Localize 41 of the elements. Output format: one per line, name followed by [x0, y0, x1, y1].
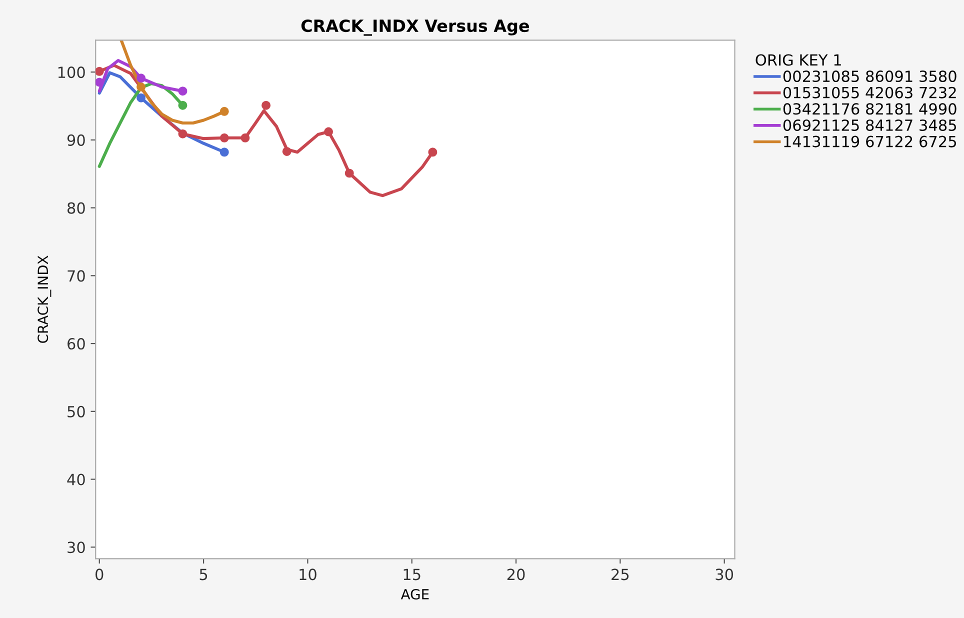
y-tick-label: 60: [68, 338, 85, 350]
y-tick-label: 90: [67, 134, 85, 146]
point: [344, 168, 354, 178]
point: [136, 82, 146, 92]
x-tick-label: 5: [200, 568, 208, 580]
y-axis-title: CRACK_INDX: [38, 256, 52, 343]
x-tick-label: 15: [404, 568, 420, 580]
point: [262, 100, 271, 110]
legend-label: 00231085 86091 3580: [783, 70, 956, 82]
point: [178, 86, 188, 96]
point: [240, 133, 250, 142]
legend-label: 14131119 67122 6725: [784, 136, 956, 148]
point: [220, 106, 229, 116]
y-tick-label: 40: [67, 474, 85, 486]
point: [136, 74, 146, 83]
x-axis-title: AGE: [400, 588, 429, 600]
legend-label: 03421176 82181 4990: [783, 103, 956, 115]
y-tick-label: 30: [68, 542, 85, 554]
legend-label: 01531055 42063 7232: [783, 86, 956, 98]
y-tick-label: 80: [68, 202, 85, 214]
point: [324, 127, 334, 136]
chart-title: CRACK_INDX Versus Age: [301, 19, 530, 36]
x-tick-label: 25: [612, 568, 629, 580]
point: [282, 146, 292, 156]
y-tick-label: 100: [58, 66, 85, 78]
point: [178, 129, 188, 138]
legend-label: 06921125 84127 3485: [783, 119, 956, 131]
x-tick-label: 30: [716, 568, 734, 580]
y-tick-label: 70: [68, 270, 85, 282]
legend-title: ORIG KEY 1: [756, 54, 841, 66]
point: [136, 93, 146, 102]
point: [96, 78, 104, 87]
x-tick-label: 20: [507, 568, 525, 580]
x-tick-label: 10: [300, 568, 316, 580]
point: [178, 100, 188, 110]
point: [428, 148, 438, 157]
point: [96, 66, 104, 76]
point: [220, 148, 229, 157]
x-tick-label: 0: [96, 568, 104, 580]
y-tick-label: 50: [68, 406, 85, 418]
point: [220, 133, 229, 142]
